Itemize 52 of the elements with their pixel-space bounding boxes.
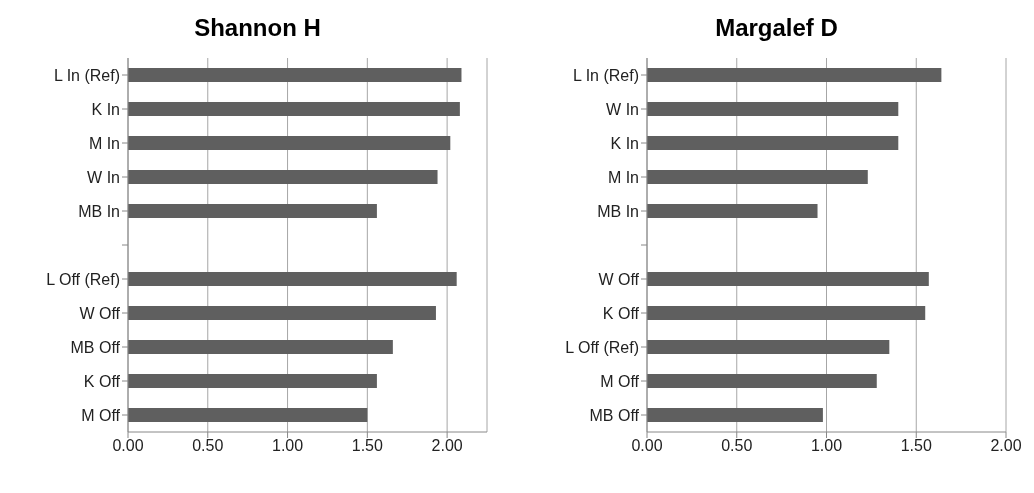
bar bbox=[128, 136, 451, 150]
y-tick-label: MB Off bbox=[70, 338, 121, 356]
y-tick-label: W Off bbox=[79, 304, 121, 322]
chart-title: Shannon H bbox=[193, 13, 322, 43]
bar bbox=[647, 408, 823, 422]
bar bbox=[128, 408, 368, 422]
y-tick-label: K Off bbox=[83, 372, 121, 390]
x-tick-label: 1.50 bbox=[900, 437, 932, 455]
bar bbox=[128, 272, 457, 286]
y-tick-label: K In bbox=[610, 134, 639, 152]
y-tick-label: K Off bbox=[602, 304, 640, 322]
y-tick-label: W Off bbox=[598, 270, 640, 288]
y-tick-label: M Off bbox=[81, 406, 121, 424]
y-tick-label: M Off bbox=[600, 372, 640, 390]
y-tick-label: W In bbox=[87, 168, 120, 186]
x-tick-label: 0.50 bbox=[192, 437, 224, 455]
chart-title: Margalef D bbox=[714, 13, 839, 43]
bar bbox=[647, 340, 890, 354]
bar bbox=[647, 68, 942, 82]
bar bbox=[647, 102, 899, 116]
y-tick-label: L In (Ref) bbox=[53, 66, 120, 84]
y-tick-label: W In bbox=[606, 100, 639, 118]
bar bbox=[647, 204, 818, 218]
x-tick-label: 1.50 bbox=[351, 437, 384, 455]
bar bbox=[128, 340, 393, 354]
y-tick-label: K In bbox=[91, 100, 120, 118]
bar bbox=[128, 204, 377, 218]
bar bbox=[128, 306, 436, 320]
x-tick-label: 1.00 bbox=[810, 437, 843, 455]
y-tick-label: MB Off bbox=[589, 406, 640, 424]
x-tick-label: 0.50 bbox=[721, 437, 753, 455]
y-tick-label: L Off (Ref) bbox=[565, 338, 639, 356]
bar bbox=[647, 374, 877, 388]
bar bbox=[128, 374, 377, 388]
bar bbox=[647, 136, 899, 150]
y-tick-label: L Off (Ref) bbox=[46, 270, 120, 288]
y-tick-label: MB In bbox=[597, 202, 639, 220]
x-tick-label: 0.00 bbox=[631, 437, 663, 455]
y-tick-label: MB In bbox=[78, 202, 120, 220]
bar bbox=[647, 272, 929, 286]
x-tick-label: 2.00 bbox=[990, 437, 1022, 455]
y-tick-label: L In (Ref) bbox=[572, 66, 639, 84]
bar bbox=[128, 68, 462, 82]
x-tick-label: 1.00 bbox=[271, 437, 304, 455]
y-tick-label: M In bbox=[88, 134, 120, 152]
x-tick-label: 0.00 bbox=[112, 437, 144, 455]
bar bbox=[647, 170, 868, 184]
bar bbox=[128, 102, 460, 116]
y-tick-label: M In bbox=[607, 168, 639, 186]
bar bbox=[128, 170, 438, 184]
x-tick-label: 2.00 bbox=[431, 437, 463, 455]
bar bbox=[647, 306, 926, 320]
